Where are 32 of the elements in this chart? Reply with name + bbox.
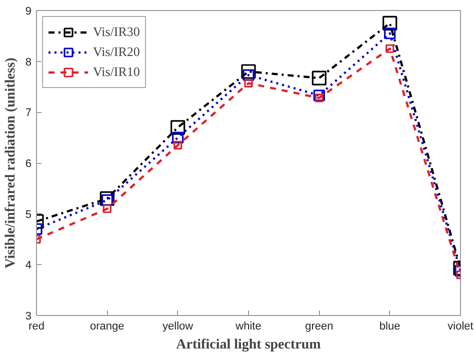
legend-label: Vis/IR10 <box>93 64 140 80</box>
x-tick-label: white <box>234 320 262 332</box>
x-tick-label: violet <box>448 320 474 332</box>
y-tick-label: 4 <box>25 260 32 272</box>
x-tick-label: green <box>305 320 334 332</box>
point <box>386 44 394 53</box>
y-axis-title: Visible/infrared radiation (unitless) <box>3 57 18 268</box>
point <box>382 16 398 31</box>
y-tick-label: 3 <box>25 310 32 322</box>
x-tick-label: orange <box>90 320 124 332</box>
point <box>313 90 325 102</box>
legend-label: Vis/IR20 <box>93 44 140 60</box>
point <box>244 78 253 88</box>
y-tick-label: 8 <box>25 56 32 68</box>
y-tick-label: 6 <box>25 158 32 170</box>
y-tick-label: 9 <box>25 6 32 18</box>
x-tick-label: red <box>28 320 44 332</box>
y-tick-label: 7 <box>25 107 32 120</box>
y-tick-label: 5 <box>25 208 32 221</box>
point <box>242 69 254 81</box>
legend-label: Vis/IR30 <box>93 24 140 40</box>
point <box>102 204 112 214</box>
x-axis-title: Artificial light spectrum <box>176 338 322 352</box>
point <box>172 132 184 144</box>
point <box>174 140 182 150</box>
point <box>312 70 326 86</box>
point <box>170 120 186 135</box>
point <box>384 28 396 40</box>
point <box>314 94 324 102</box>
point <box>241 64 256 79</box>
x-tick-label: yellow <box>162 320 194 332</box>
x-tick-label: blue <box>379 320 400 332</box>
